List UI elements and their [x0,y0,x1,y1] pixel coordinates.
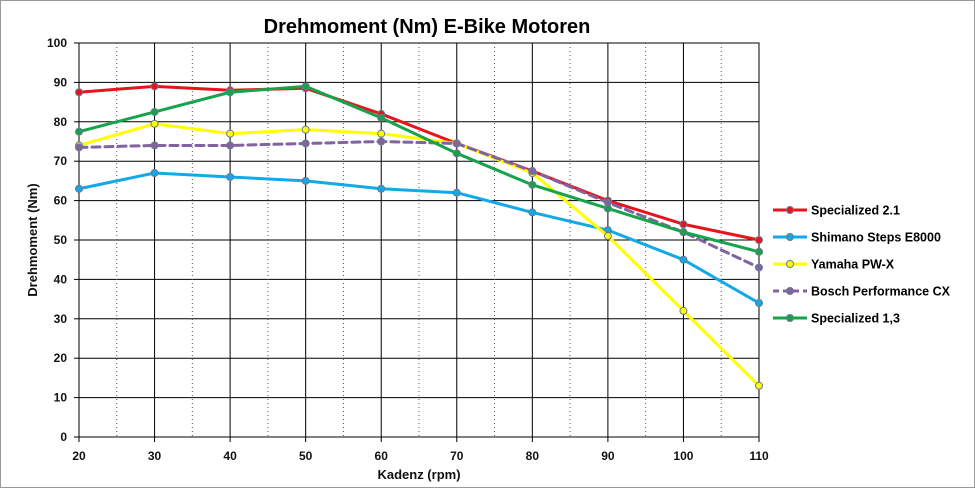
x-axis-title: Kadenz (rpm) [377,467,460,482]
data-point [679,220,688,229]
chart-title: Drehmoment (Nm) E-Bike Motoren [264,16,591,38]
data-point [301,125,310,134]
data-point [75,88,83,97]
legend-swatch-marker [786,260,794,268]
data-point [377,129,386,138]
data-point [150,119,159,128]
legend-item: Specialized 2.1 [773,204,900,218]
data-point [150,169,159,178]
data-point [377,137,386,146]
data-point [377,113,386,122]
data-point [679,228,688,237]
axes: 0 10 20 30 40 50 60 70 80 90 100 20 30 40 50 60 70 80 90 10… [47,36,769,463]
y-tick-label: 100 [47,36,67,50]
y-tick-label: 30 [54,312,68,326]
data-point [301,82,310,91]
data-point [755,263,763,272]
x-tick-label: 110 [749,449,769,463]
legend-item: Yamaha PW-X [773,258,895,272]
data-point [755,381,763,390]
y-tick-label: 20 [54,351,68,365]
y-tick-label: 80 [54,115,68,129]
y-tick-label: 60 [54,194,68,208]
y-tick-label: 90 [54,75,68,89]
series-line [77,140,761,270]
data-point [679,255,688,264]
series-line [77,84,761,254]
legend-swatch-marker [786,287,794,295]
series-layer [75,82,763,390]
legend-item: Specialized 1,3 [773,312,900,326]
data-point [226,129,235,138]
data-point [226,141,235,150]
x-tick-label: 60 [375,449,389,463]
legend-item: Shimano Steps E8000 [773,231,941,245]
data-point [679,306,688,315]
data-point [226,88,235,97]
data-point [755,236,763,244]
data-point [150,141,159,150]
data-point [301,176,310,185]
series-line [77,84,761,242]
series-line [77,171,761,305]
legend-item: Bosch Performance CX [773,285,951,299]
data-point [528,180,537,189]
legend-label: Yamaha PW-X [811,258,895,272]
data-point [75,143,83,152]
data-point [528,208,537,217]
data-point [75,184,83,193]
x-tick-label: 50 [299,449,313,463]
legend-label: Specialized 2.1 [811,204,900,218]
data-point [452,149,461,158]
series-shimano-steps-e8000 [75,169,763,308]
data-point [377,184,386,193]
data-point [603,204,612,213]
y-tick-label: 50 [54,233,68,247]
data-point [528,167,537,176]
x-tick-label: 100 [673,449,693,463]
data-point [755,247,763,256]
series-line [77,122,761,388]
x-tick-label: 90 [601,449,615,463]
legend: Specialized 2.1 Shimano Steps E8000 Yamaha… [773,204,951,326]
legend-label: Shimano Steps E8000 [811,231,941,245]
y-tick-label: 70 [54,154,68,168]
x-tick-label: 70 [450,449,464,463]
data-point [755,299,763,308]
legend-swatch-marker [786,206,794,214]
data-point [603,232,612,241]
data-point [226,172,235,181]
y-tick-label: 0 [60,430,67,444]
legend-label: Specialized 1,3 [811,312,900,326]
data-point [452,188,461,197]
x-tick-label: 30 [148,449,162,463]
data-point [452,139,461,148]
y-tick-label: 10 [54,391,68,405]
legend-swatch-marker [786,233,794,241]
y-axis-title: Drehmoment (Nm) [25,183,40,296]
data-point [150,82,159,91]
data-point [75,127,83,136]
legend-swatch-marker [786,314,794,322]
legend-label: Bosch Performance CX [811,285,951,299]
series-yamaha-pw-x [75,119,763,390]
data-point [301,139,310,148]
x-tick-label: 40 [223,449,237,463]
y-tick-label: 40 [54,272,68,286]
data-point [150,107,159,116]
series-specialized-1-3 [75,82,763,256]
x-tick-label: 20 [72,449,86,463]
x-tick-label: 80 [526,449,540,463]
